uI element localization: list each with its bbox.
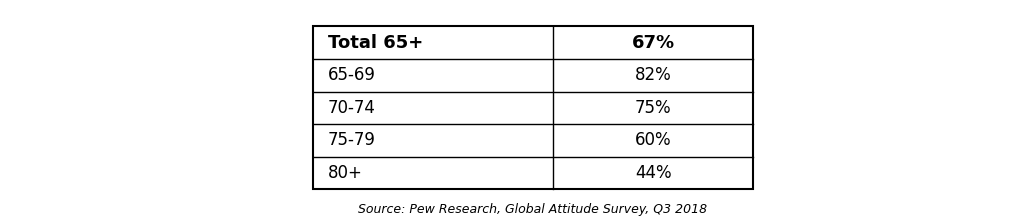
Bar — [313, 26, 753, 189]
Text: 67%: 67% — [631, 34, 674, 52]
Text: Total 65+: Total 65+ — [328, 34, 423, 52]
Text: 44%: 44% — [634, 164, 671, 182]
Text: 75%: 75% — [634, 99, 671, 117]
Text: 82%: 82% — [634, 66, 671, 84]
Text: Source: Pew Research, Global Attitude Survey, Q3 2018: Source: Pew Research, Global Attitude Su… — [359, 202, 707, 216]
Text: 70-74: 70-74 — [328, 99, 376, 117]
Text: 80+: 80+ — [328, 164, 363, 182]
Text: 65-69: 65-69 — [328, 66, 376, 84]
Text: 60%: 60% — [634, 131, 671, 149]
Text: 75-79: 75-79 — [328, 131, 376, 149]
